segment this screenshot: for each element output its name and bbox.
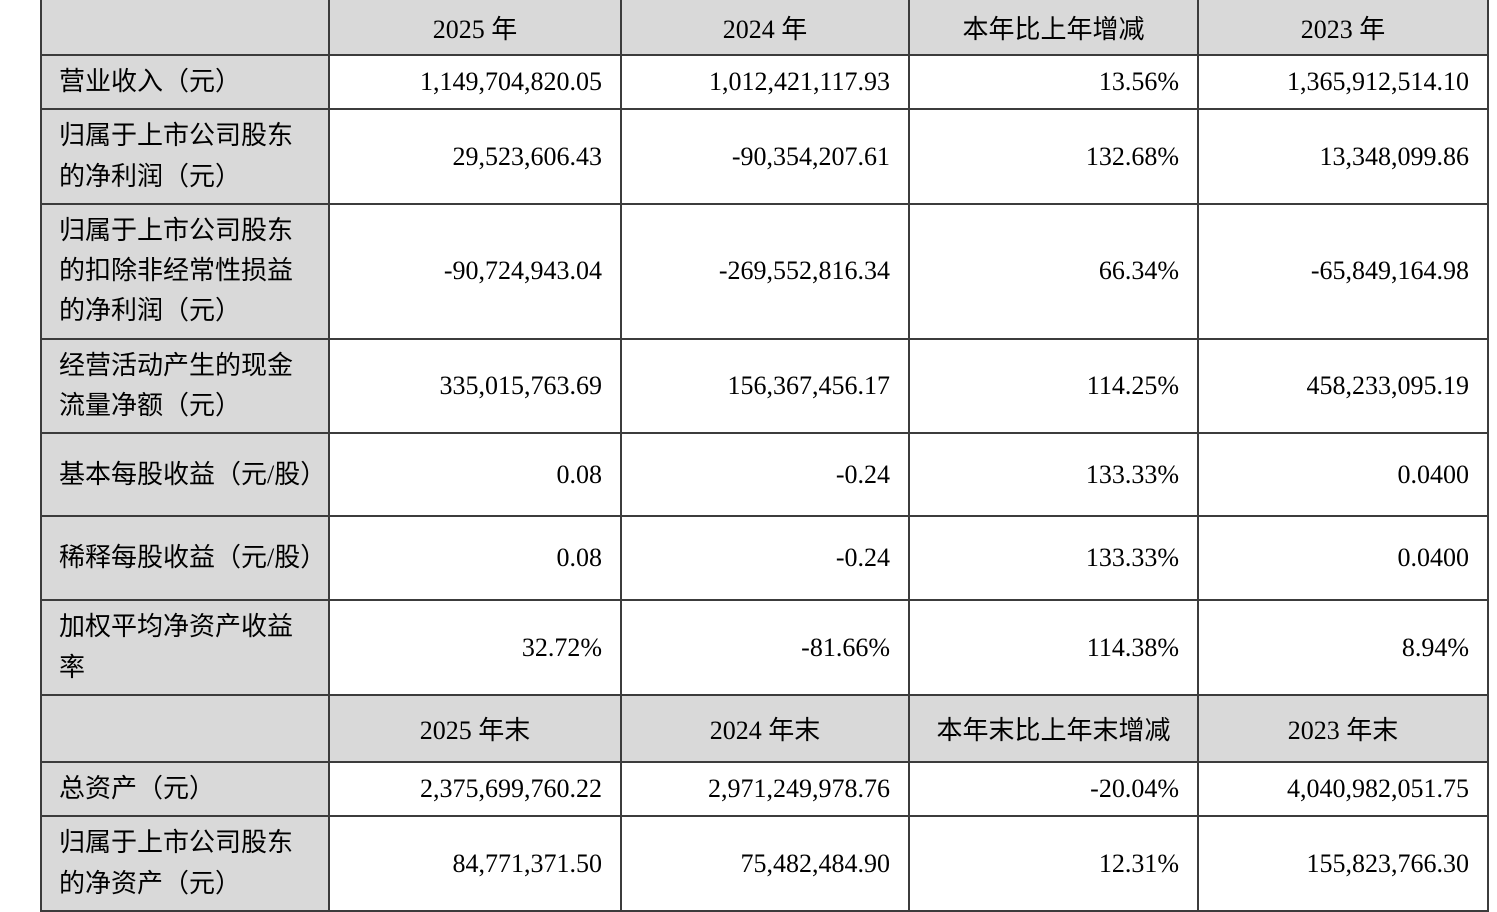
financial-summary-table: 2025 年 2024 年 本年比上年增减 2023 年 营业收入（元） 1,1… bbox=[40, 0, 1489, 912]
value-cell: 114.25% bbox=[908, 337, 1199, 435]
table-row-net-profit: 归属于上市公司股东的净利润（元） 29,523,606.43 -90,354,2… bbox=[40, 108, 1489, 205]
table-row-net-assets: 归属于上市公司股东的净资产（元） 84,771,371.50 75,482,48… bbox=[40, 815, 1489, 912]
value-cell: -269,552,816.34 bbox=[620, 202, 910, 340]
value-cell: 335,015,763.69 bbox=[328, 337, 622, 435]
metric-label-cell: 经营活动产生的现金流量净额（元） bbox=[40, 337, 330, 435]
header-cell-year-end-change: 本年末比上年末增减 bbox=[908, 693, 1199, 763]
table-header-row-year-end: 2025 年末 2024 年末 本年末比上年末增减 2023 年末 bbox=[40, 693, 1489, 763]
corner-cell bbox=[40, 0, 330, 56]
header-cell-2024: 2024 年 bbox=[620, 0, 910, 56]
value-cell: -81.66% bbox=[620, 599, 910, 696]
value-cell: 1,149,704,820.05 bbox=[328, 53, 622, 111]
header-cell-2024-end: 2024 年末 bbox=[620, 693, 910, 763]
header-cell-2023-end: 2023 年末 bbox=[1197, 693, 1489, 763]
value-cell: 133.33% bbox=[908, 515, 1199, 602]
value-cell: 133.33% bbox=[908, 432, 1199, 518]
value-cell: 0.0400 bbox=[1197, 432, 1489, 518]
value-cell: 2,971,249,978.76 bbox=[620, 760, 910, 818]
header-cell-2025-end: 2025 年末 bbox=[328, 693, 622, 763]
table-row-net-profit-excl-nonrecurring: 归属于上市公司股东的扣除非经常性损益的净利润（元） -90,724,943.04… bbox=[40, 202, 1489, 340]
table-row-revenue: 营业收入（元） 1,149,704,820.05 1,012,421,117.9… bbox=[40, 53, 1489, 111]
value-cell: 84,771,371.50 bbox=[328, 815, 622, 912]
value-cell: -0.24 bbox=[620, 515, 910, 602]
header-cell-yoy-change: 本年比上年增减 bbox=[908, 0, 1199, 56]
value-cell: 29,523,606.43 bbox=[328, 108, 622, 205]
metric-label-cell: 营业收入（元） bbox=[40, 53, 330, 111]
value-cell: -0.24 bbox=[620, 432, 910, 518]
value-cell: 13.56% bbox=[908, 53, 1199, 111]
metric-label-cell: 总资产（元） bbox=[40, 760, 330, 818]
value-cell: 12.31% bbox=[908, 815, 1199, 912]
value-cell: -90,724,943.04 bbox=[328, 202, 622, 340]
value-cell: 0.08 bbox=[328, 515, 622, 602]
metric-label-cell: 归属于上市公司股东的扣除非经常性损益的净利润（元） bbox=[40, 202, 330, 340]
table-header-row-annual: 2025 年 2024 年 本年比上年增减 2023 年 bbox=[40, 0, 1489, 56]
value-cell: 156,367,456.17 bbox=[620, 337, 910, 435]
value-cell: 13,348,099.86 bbox=[1197, 108, 1489, 205]
value-cell: -90,354,207.61 bbox=[620, 108, 910, 205]
value-cell: 66.34% bbox=[908, 202, 1199, 340]
value-cell: 155,823,766.30 bbox=[1197, 815, 1489, 912]
table-row-basic-eps: 基本每股收益（元/股） 0.08 -0.24 133.33% 0.0400 bbox=[40, 432, 1489, 518]
value-cell: 0.08 bbox=[328, 432, 622, 518]
value-cell: 1,012,421,117.93 bbox=[620, 53, 910, 111]
metric-label-cell: 稀释每股收益（元/股） bbox=[40, 515, 330, 602]
table-row-operating-cash-flow: 经营活动产生的现金流量净额（元） 335,015,763.69 156,367,… bbox=[40, 337, 1489, 435]
value-cell: 1,365,912,514.10 bbox=[1197, 53, 1489, 111]
value-cell: 4,040,982,051.75 bbox=[1197, 760, 1489, 818]
value-cell: -20.04% bbox=[908, 760, 1199, 818]
value-cell: 2,375,699,760.22 bbox=[328, 760, 622, 818]
value-cell: 114.38% bbox=[908, 599, 1199, 696]
corner-cell bbox=[40, 693, 330, 763]
value-cell: 8.94% bbox=[1197, 599, 1489, 696]
table-row-weighted-avg-roe: 加权平均净资产收益率 32.72% -81.66% 114.38% 8.94% bbox=[40, 599, 1489, 696]
metric-label-cell: 归属于上市公司股东的净资产（元） bbox=[40, 815, 330, 912]
metric-label-cell: 基本每股收益（元/股） bbox=[40, 432, 330, 518]
value-cell: 458,233,095.19 bbox=[1197, 337, 1489, 435]
header-cell-2023: 2023 年 bbox=[1197, 0, 1489, 56]
metric-label-cell: 归属于上市公司股东的净利润（元） bbox=[40, 108, 330, 205]
value-cell: 0.0400 bbox=[1197, 515, 1489, 602]
value-cell: 75,482,484.90 bbox=[620, 815, 910, 912]
table-row-total-assets: 总资产（元） 2,375,699,760.22 2,971,249,978.76… bbox=[40, 760, 1489, 818]
metric-label-cell: 加权平均净资产收益率 bbox=[40, 599, 330, 696]
table-row-diluted-eps: 稀释每股收益（元/股） 0.08 -0.24 133.33% 0.0400 bbox=[40, 515, 1489, 602]
header-cell-2025: 2025 年 bbox=[328, 0, 622, 56]
value-cell: 132.68% bbox=[908, 108, 1199, 205]
value-cell: 32.72% bbox=[328, 599, 622, 696]
value-cell: -65,849,164.98 bbox=[1197, 202, 1489, 340]
